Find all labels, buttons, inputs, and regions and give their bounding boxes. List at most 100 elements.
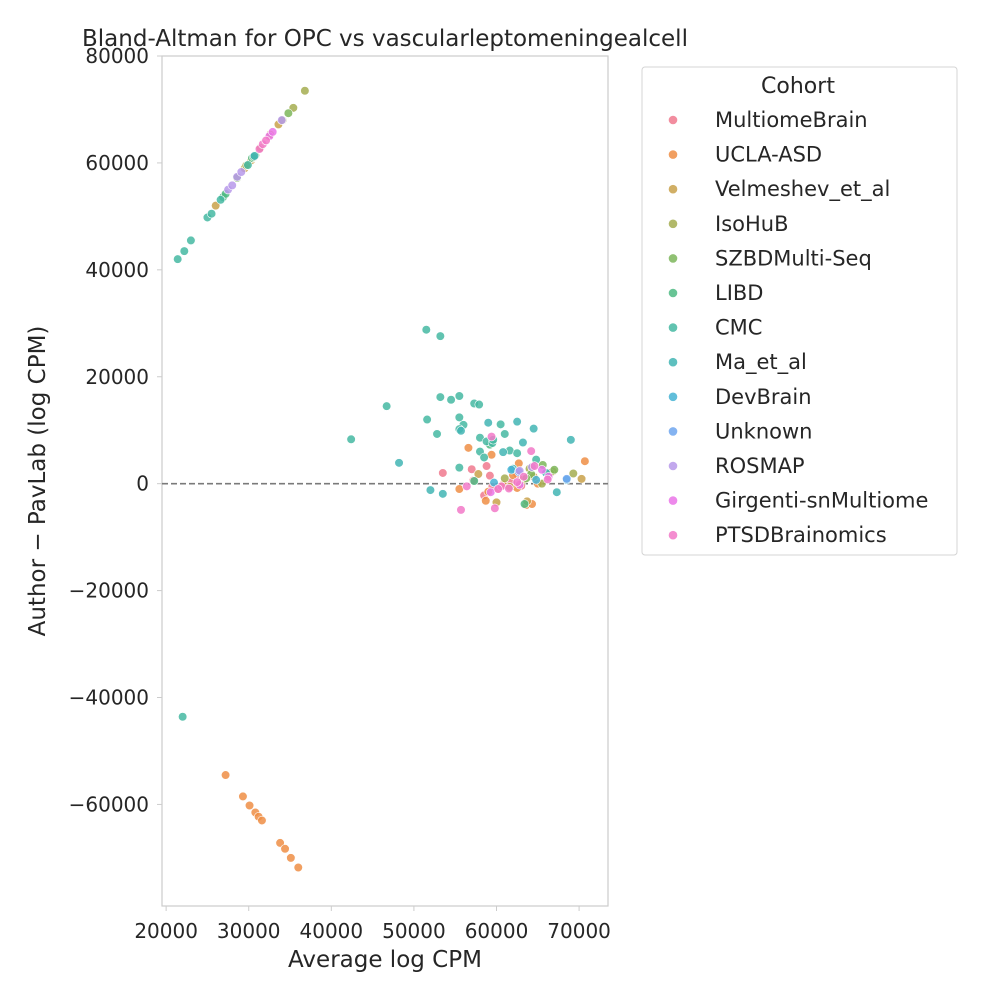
legend-marker [668,496,678,505]
legend-item: Ma_et_al [668,350,807,375]
data-point [580,456,590,466]
legend-label: Ma_et_al [715,350,807,375]
data-point [238,791,248,802]
data-point [500,473,510,483]
data-point [469,476,479,486]
data-point [566,435,576,445]
data-point [473,469,483,479]
data-point [261,135,271,146]
data-point [446,395,456,405]
legend-label: Girgenti-snMultiome [715,489,928,513]
data-point [485,471,495,481]
data-point [463,443,474,453]
data-point [244,800,255,811]
data-point [512,448,522,458]
data-point [500,429,510,439]
data-point [486,432,497,442]
data-point [526,446,536,456]
legend-marker [668,427,678,436]
data-point [474,399,484,410]
data-point [178,712,188,722]
y-tick-label: 20000 [85,365,149,389]
legend-label: DevBrain [715,385,812,409]
data-point [489,478,499,488]
y-axis: 80000 60000 40000 20000 0 −20000 −40000 −60000 [69,44,162,816]
data-point [481,496,491,506]
y-axis-label: Author − PavLab (log CPM) [25,326,51,637]
data-points-layer [173,86,590,873]
data-point [512,417,522,427]
data-point [216,195,226,205]
data-point [543,474,553,484]
data-point [438,489,448,499]
legend-label: Velmeshev_et_al [715,177,890,202]
series-ptsdbrainomics [254,135,553,515]
y-tick-label: 40000 [85,258,149,282]
data-point [425,485,436,495]
legend-label: CMC [715,316,762,340]
legend-item: ROSMAP [668,454,805,478]
data-point [498,447,508,457]
data-point [283,108,293,118]
data-point [518,437,528,448]
data-point [504,483,514,494]
data-point [493,484,503,494]
data-point [186,235,196,246]
legend-marker [668,323,678,332]
data-point [257,815,267,826]
legend-item: LIBD [668,281,763,305]
legend-label: PTSDBrainomics [715,523,887,547]
data-point [562,474,572,484]
legend-item: PTSDBrainomics [668,523,887,547]
data-point [496,419,506,429]
legend-label: UCLA-ASD [715,143,822,167]
data-point [519,472,529,482]
data-point [462,481,472,491]
x-tick-label: 70000 [547,919,611,943]
legend-label: LIBD [715,281,763,305]
legend-marker [668,461,678,471]
data-point [268,127,278,137]
data-point [456,505,466,515]
data-point [576,474,587,484]
data-point [454,463,464,473]
y-tick-label: −20000 [69,579,149,603]
data-point [435,392,445,402]
data-point [277,115,287,125]
legend-item: Velmeshev_et_al [668,177,890,202]
data-point [537,465,547,475]
data-point [227,180,237,190]
data-point [512,477,522,487]
data-point [220,770,231,780]
y-tick-label: −60000 [69,792,149,816]
legend-marker [668,115,678,125]
data-point [479,452,489,463]
data-point [249,151,260,161]
data-point [293,862,303,873]
data-point [531,475,541,485]
y-tick-label: 60000 [85,151,149,175]
x-tick-label: 40000 [300,919,364,943]
legend-frame [641,66,958,556]
legend-item: Unknown [668,419,812,443]
chart-title: Bland-Altman for OPC vs vascularleptomen… [82,26,688,52]
legend-label: IsoHuB [715,212,789,236]
legend-label: SZBDMulti-Seq [715,246,872,270]
data-point [422,414,432,425]
y-tick-label: 0 [136,472,149,496]
legend: Cohort MultiomeBrain UCLA-ASD Velmeshev_et… [641,66,958,556]
data-point [483,418,493,428]
data-point [206,209,217,219]
legend-marker [668,288,678,298]
legend-marker [668,219,678,229]
data-point [438,468,448,478]
legend-label: ROSMAP [715,454,805,478]
data-point [243,160,253,170]
legend-item: CMC [668,316,762,340]
data-point [481,461,492,471]
data-point [549,465,559,475]
legend-entries: MultiomeBrain UCLA-ASD Velmeshev_et_al IsoH… [668,108,928,547]
legend-label: Unknown [715,419,812,443]
